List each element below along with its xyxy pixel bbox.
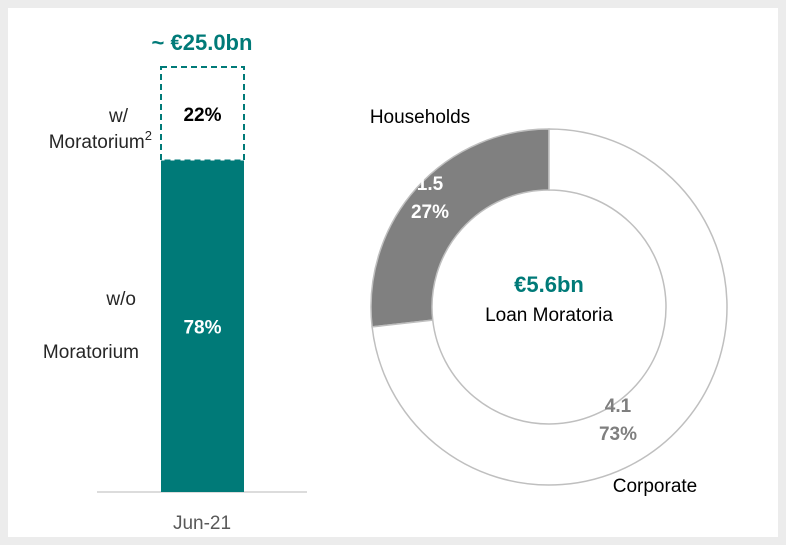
series-label-line: w/ xyxy=(108,106,129,127)
slice-value-label: 1.5 xyxy=(417,174,444,195)
donut-center-label: Loan Moratoria xyxy=(485,305,613,326)
series-label: w/ xyxy=(108,106,129,127)
donut-slice xyxy=(370,128,550,328)
donut-slice xyxy=(371,128,728,486)
x-tick-label: Jun-21 xyxy=(173,513,231,534)
donut-center-value: €5.6bn xyxy=(514,272,584,297)
slice-value-label: 4.1 xyxy=(605,396,632,417)
series-label-line: Moratorium xyxy=(49,132,145,153)
slice-share-label: 27% xyxy=(411,202,449,223)
series-label: Moratorium2 xyxy=(49,128,152,153)
category-label: Households xyxy=(370,107,470,128)
category-label: Corporate xyxy=(613,476,698,497)
series-label-line: w/o xyxy=(105,289,136,310)
series-label: w/o xyxy=(105,289,136,310)
value-label: 78% xyxy=(183,317,221,338)
total-annotation: ~ €25.0bn xyxy=(152,30,253,55)
series-label: Moratorium xyxy=(43,342,139,363)
footnote-mark: 2 xyxy=(145,128,152,143)
value-label: 22% xyxy=(183,105,221,126)
bar-segment xyxy=(160,66,245,162)
bar-segment xyxy=(161,160,244,492)
slice-share-label: 73% xyxy=(599,424,637,445)
series-label-line: Moratorium xyxy=(43,342,139,363)
